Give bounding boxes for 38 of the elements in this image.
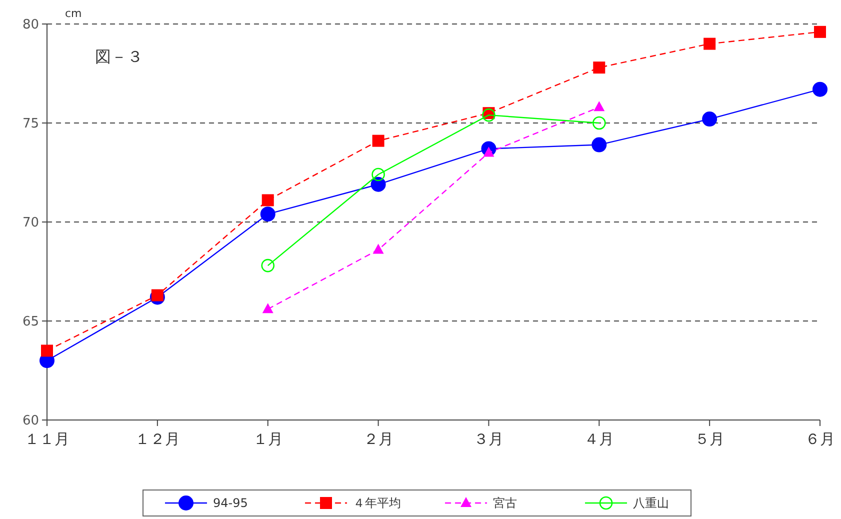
point: [262, 194, 274, 206]
y-tick-label: 60: [22, 414, 39, 429]
point: [592, 116, 606, 130]
point: [262, 303, 274, 314]
point: [702, 112, 718, 127]
legend-label: ４年平均: [353, 496, 401, 510]
legend-label: 八重山: [633, 496, 669, 510]
point: [814, 26, 826, 38]
x-tick-label: ２月: [363, 430, 394, 448]
x-tick-label: ４月: [584, 430, 614, 448]
y-tick-label: 75: [22, 116, 39, 132]
annotation: 図－３: [95, 47, 143, 66]
point: [261, 258, 275, 272]
point: [372, 134, 384, 147]
y-tick-label: 80: [22, 18, 39, 33]
point: [592, 137, 607, 152]
x-tick-label: ３月: [474, 430, 504, 448]
legend-label: 宮古: [493, 496, 517, 510]
y-tick-label: 65: [22, 314, 39, 330]
point: [260, 206, 276, 222]
point: [482, 108, 496, 122]
point: [370, 176, 386, 192]
point: [372, 244, 384, 254]
x-tick-label: ５月: [694, 430, 725, 448]
x-tick-label: １２月: [134, 430, 180, 448]
legend-label: 94-95: [213, 496, 248, 510]
y-axis-title: cm: [65, 7, 82, 20]
point: [594, 101, 605, 112]
point: [812, 82, 828, 97]
point: [372, 168, 385, 182]
x-tick-label: ６月: [805, 430, 835, 448]
x-tick-label: １１月: [24, 430, 70, 448]
point: [593, 62, 606, 74]
point: [151, 289, 164, 302]
y-tick-label: 70: [22, 216, 39, 231]
x-tick-label: １月: [252, 430, 283, 448]
point: [704, 38, 716, 50]
point: [41, 344, 53, 357]
